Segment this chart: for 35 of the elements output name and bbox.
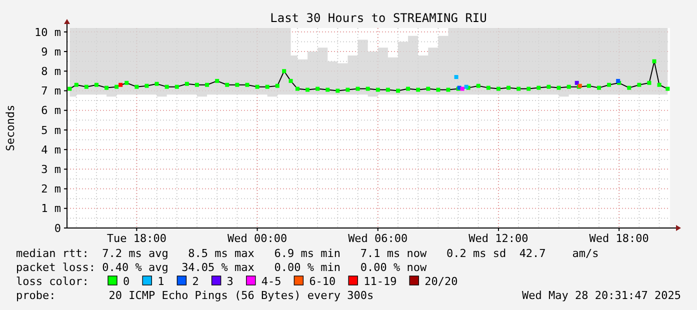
y-tick-label: 8 m: [41, 64, 62, 78]
x-tick-label: Wed 06:00: [348, 232, 408, 245]
y-tick-label: 3 m: [41, 163, 62, 176]
y-tick-label: 7 m: [41, 84, 62, 98]
text: median rtt: 7.2 ms avg 8.5 ms max 6.9 ms min 7.1 ms now 0.2 ms sd 42.7 am/s: [16, 247, 599, 260]
point: [460, 86, 464, 91]
legend-label: 11-19: [364, 275, 397, 288]
y-tick-label: 10 m: [34, 26, 62, 39]
point: [574, 80, 579, 85]
text: probe: 20 ICMP Echo Pings (56 Bytes) every 300s: [16, 289, 374, 302]
text: packet loss: 0.40 % avg 34.05 % max 0.00 % min 0.00 % now: [16, 261, 427, 274]
point: [454, 75, 458, 80]
legend-label: 1: [158, 275, 164, 288]
legend-label: 6-10: [309, 275, 336, 288]
point: [118, 82, 123, 87]
y-tick-label: 4 m: [41, 143, 62, 156]
x-tick-label: Tue 18:00: [106, 232, 166, 245]
x-tick-label: Wed 12:00: [468, 232, 528, 245]
y-tick-label: 1 m: [41, 202, 62, 216]
legend-label: 4-5: [261, 275, 282, 288]
y-axis-title: Seconds: [4, 104, 17, 152]
legend-label: 20/20: [424, 275, 458, 288]
y-tick-label: 0: [54, 222, 61, 235]
legend-label: 2: [192, 275, 199, 288]
legend-label: 0: [123, 275, 130, 288]
legend-title: loss color:: [16, 275, 89, 288]
y-tick-label: 2 m: [41, 182, 62, 196]
legend-label: 3: [226, 275, 234, 288]
y-tick-label: 9 m: [41, 45, 62, 58]
x-tick-label: Wed 18:00: [589, 232, 649, 245]
x-tick-label: Wed 00:00: [227, 232, 288, 245]
text: Wed May 28 20:31:47 2025: [522, 289, 681, 302]
y-tick-label: 5 m: [41, 124, 62, 137]
y-tick-label: 6 m: [41, 104, 62, 118]
chart-title: Last 30 Hours to STREAMING RIU: [270, 11, 487, 25]
